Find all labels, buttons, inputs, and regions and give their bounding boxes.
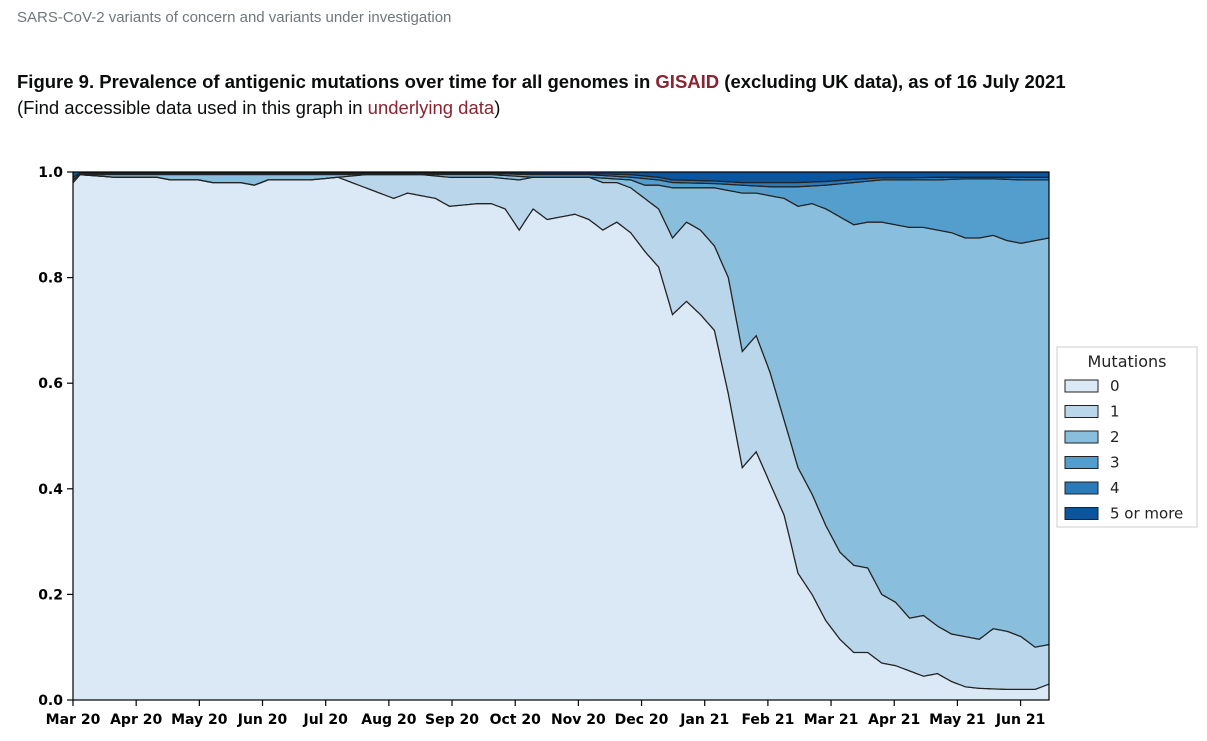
x-tick-label: Nov 20: [551, 712, 606, 728]
legend-label: 1: [1110, 403, 1120, 421]
prevalence-area-chart: 0.0 0.2 0.4 0.6 0.8 1.0 Mar 20 Apr 20 May 20 Jun…: [38, 165, 1198, 728]
x-tick-label: Jul 20: [303, 712, 349, 728]
boundary-line-4: [72, 172, 1049, 184]
x-tick-label: May 21: [929, 712, 985, 728]
figure-title-suffix: (excluding UK data), as of 16 July 2021: [719, 71, 1066, 92]
y-tick-label: 0.8: [38, 271, 63, 287]
legend-swatch: [1064, 430, 1099, 444]
x-tick-label: Apr 21: [868, 712, 920, 728]
y-axis: 0.0 0.2 0.4 0.6 0.8 1.0: [38, 165, 73, 709]
underlying-data-link[interactable]: underlying data: [367, 97, 495, 118]
legend-title: Mutations: [1087, 352, 1166, 371]
x-tick-label: Oct 20: [490, 712, 542, 728]
chart-areas: [73, 172, 1049, 701]
area-series-0: [73, 174, 1049, 701]
figure-subtitle: (Find accessible data used in this graph…: [17, 97, 500, 119]
y-tick-label: 0.6: [38, 376, 63, 392]
breadcrumb: SARS-CoV-2 variants of concern and varia…: [17, 9, 452, 26]
y-tick-label: 1.0: [38, 165, 63, 181]
x-tick-label: Mar 21: [804, 712, 859, 728]
y-tick-label: 0.0: [38, 693, 63, 709]
legend-label: 3: [1110, 454, 1120, 472]
area-series-4: [73, 173, 1049, 187]
legend: Mutations 0 1 2 3 4 5 or more: [1056, 346, 1198, 528]
x-tick-label: Dec 20: [615, 712, 669, 728]
figure-title-text: Figure 9. Prevalence of antigenic mutati…: [17, 71, 656, 92]
x-tick-label: Jun 20: [237, 712, 288, 728]
legend-swatch: [1064, 507, 1099, 520]
area-series-1: [73, 174, 1049, 690]
figure-title: Figure 9. Prevalence of antigenic mutati…: [17, 71, 1066, 93]
legend-swatch: [1064, 456, 1099, 469]
plot-frame: [72, 171, 1050, 701]
legend-swatch: [1064, 481, 1099, 495]
area-series-3: [73, 173, 1049, 244]
y-tick-label: 0.2: [38, 587, 63, 603]
legend-label: 2: [1110, 428, 1120, 446]
x-tick-label: Sep 20: [425, 712, 479, 728]
x-tick-label: Mar 20: [46, 712, 101, 728]
boundary-line-3: [72, 172, 1049, 188]
x-tick-label: May 20: [171, 712, 228, 728]
x-tick-label: Apr 20: [110, 712, 162, 728]
legend-label: 5 or more: [1110, 505, 1183, 523]
x-tick-label: Aug 20: [361, 712, 416, 728]
x-axis: Mar 20 Apr 20 May 20 Jun 20 Jul 20 Aug 20 Sep …: [46, 700, 1046, 728]
x-tick-label: Jan 21: [679, 712, 729, 728]
x-tick-label: Feb 21: [741, 712, 794, 728]
area-series-5-or-more: [73, 172, 1049, 183]
gisaid-link[interactable]: GISAID: [655, 71, 720, 92]
boundary-line-2: [72, 173, 1050, 244]
chart-boundary-lines: [72, 172, 1050, 691]
legend-label: 4: [1110, 479, 1120, 497]
figure-subtitle-text: (Find accessible data used in this graph…: [17, 97, 368, 118]
legend-swatch: [1064, 379, 1099, 393]
x-tick-label: Jun 21: [995, 712, 1046, 728]
figure-subtitle-suffix: ): [494, 97, 501, 118]
legend-swatch: [1064, 405, 1099, 418]
legend-label: 0: [1110, 377, 1120, 395]
area-series-2: [73, 174, 1049, 648]
y-tick-label: 0.4: [38, 482, 63, 498]
